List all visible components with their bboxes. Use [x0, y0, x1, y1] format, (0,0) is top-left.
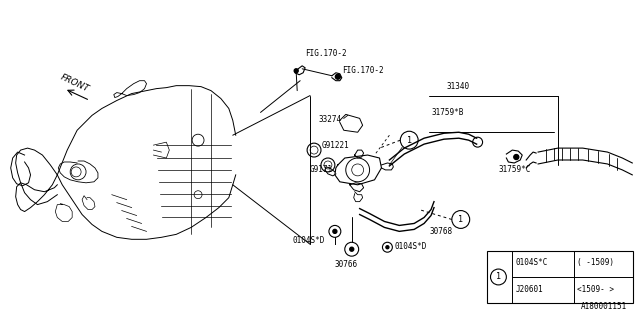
Text: 0104S*C: 0104S*C [515, 258, 548, 267]
Circle shape [294, 69, 298, 73]
Text: 31759*C: 31759*C [499, 165, 531, 174]
Text: FIG.170-2: FIG.170-2 [305, 49, 347, 58]
Text: G91221: G91221 [322, 141, 349, 150]
Text: 1: 1 [496, 272, 501, 282]
Text: 31340: 31340 [447, 82, 470, 91]
Text: J20601: J20601 [515, 285, 543, 294]
Circle shape [514, 155, 519, 159]
Circle shape [452, 211, 470, 228]
Text: ( -1509): ( -1509) [577, 258, 614, 267]
Circle shape [400, 131, 418, 149]
Text: 30766: 30766 [335, 260, 358, 269]
Circle shape [335, 74, 340, 79]
Text: 33274: 33274 [318, 115, 341, 124]
Text: A180001151: A180001151 [581, 302, 627, 311]
Text: 0104S*D: 0104S*D [292, 236, 324, 245]
Circle shape [386, 246, 389, 249]
Text: 1: 1 [458, 215, 463, 224]
Text: G9171: G9171 [310, 165, 333, 174]
Circle shape [333, 229, 337, 233]
Bar [486, 251, 633, 303]
Text: 31759*B: 31759*B [431, 108, 463, 117]
Text: FIG.170-2: FIG.170-2 [342, 66, 383, 75]
Text: 1: 1 [406, 136, 412, 145]
Circle shape [349, 247, 354, 251]
Circle shape [490, 269, 506, 285]
Text: FRONT: FRONT [60, 73, 91, 94]
Text: 0104S*D: 0104S*D [394, 242, 427, 251]
Text: <1509- >: <1509- > [577, 285, 614, 294]
Text: 30768: 30768 [429, 227, 452, 236]
